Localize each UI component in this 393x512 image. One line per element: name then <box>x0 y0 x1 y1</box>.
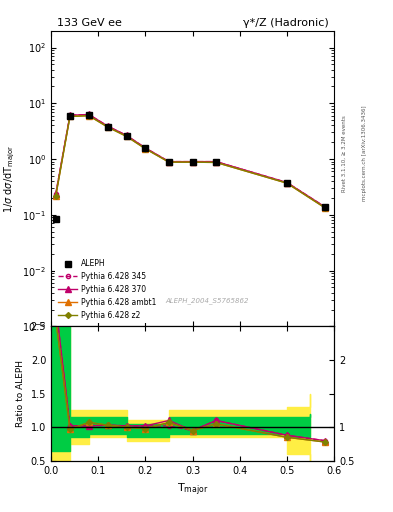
ALEPH <box>214 159 219 165</box>
Pythia 6.428 z2 <box>322 204 327 210</box>
Pythia 6.428 345 <box>105 123 110 129</box>
Text: γ*/Z (Hadronic): γ*/Z (Hadronic) <box>242 18 329 28</box>
Pythia 6.428 ambt1 <box>167 159 171 165</box>
Pythia 6.428 345 <box>143 145 148 151</box>
Pythia 6.428 345 <box>167 159 171 165</box>
Line: ALEPH: ALEPH <box>52 112 328 222</box>
ALEPH <box>322 204 327 210</box>
Pythia 6.428 370 <box>167 159 171 165</box>
ALEPH <box>68 113 72 119</box>
Line: Pythia 6.428 370: Pythia 6.428 370 <box>53 112 327 209</box>
ALEPH <box>105 124 110 130</box>
Line: Pythia 6.428 z2: Pythia 6.428 z2 <box>54 114 327 209</box>
ALEPH <box>86 112 91 118</box>
Text: ALEPH_2004_S5765862: ALEPH_2004_S5765862 <box>165 298 248 305</box>
Pythia 6.428 ambt1 <box>105 124 110 130</box>
X-axis label: T$_{\rm major}$: T$_{\rm major}$ <box>177 481 208 498</box>
ALEPH <box>167 159 171 165</box>
Pythia 6.428 ambt1 <box>86 113 91 119</box>
Pythia 6.428 345 <box>190 159 195 165</box>
Pythia 6.428 z2 <box>285 180 289 186</box>
Pythia 6.428 370 <box>105 123 110 129</box>
Pythia 6.428 370 <box>68 112 72 118</box>
Pythia 6.428 z2 <box>124 133 129 139</box>
Pythia 6.428 z2 <box>53 193 58 199</box>
Pythia 6.428 ambt1 <box>68 114 72 120</box>
Pythia 6.428 ambt1 <box>53 193 58 199</box>
Pythia 6.428 z2 <box>214 159 219 165</box>
Pythia 6.428 370 <box>322 204 327 210</box>
ALEPH <box>124 133 129 139</box>
Pythia 6.428 345 <box>53 190 58 197</box>
Pythia 6.428 370 <box>143 145 148 151</box>
Text: 133 GeV ee: 133 GeV ee <box>57 18 121 28</box>
Pythia 6.428 345 <box>86 112 91 118</box>
Text: mcplots.cern.ch [arXiv:1306.3436]: mcplots.cern.ch [arXiv:1306.3436] <box>362 106 367 201</box>
Pythia 6.428 ambt1 <box>214 159 219 165</box>
Pythia 6.428 345 <box>124 133 129 139</box>
Pythia 6.428 345 <box>68 112 72 118</box>
Line: Pythia 6.428 ambt1: Pythia 6.428 ambt1 <box>53 113 327 210</box>
ALEPH <box>143 145 148 152</box>
Pythia 6.428 345 <box>285 179 289 185</box>
Pythia 6.428 345 <box>214 159 219 165</box>
Pythia 6.428 370 <box>53 190 58 197</box>
Legend: ALEPH, Pythia 6.428 345, Pythia 6.428 370, Pythia 6.428 ambt1, Pythia 6.428 z2: ALEPH, Pythia 6.428 345, Pythia 6.428 37… <box>55 256 159 323</box>
Pythia 6.428 ambt1 <box>124 133 129 139</box>
Text: Rivet 3.1.10, ≥ 3.2M events: Rivet 3.1.10, ≥ 3.2M events <box>342 115 347 192</box>
ALEPH <box>285 179 289 185</box>
Pythia 6.428 z2 <box>190 159 195 165</box>
ALEPH <box>190 159 195 165</box>
Pythia 6.428 z2 <box>68 114 72 120</box>
Pythia 6.428 z2 <box>86 113 91 119</box>
Y-axis label: 1/$\sigma$ d$\sigma$/dT$_{\rm major}$: 1/$\sigma$ d$\sigma$/dT$_{\rm major}$ <box>2 144 17 213</box>
Pythia 6.428 ambt1 <box>285 180 289 186</box>
Pythia 6.428 345 <box>322 204 327 210</box>
Pythia 6.428 ambt1 <box>190 159 195 165</box>
ALEPH <box>53 216 58 222</box>
Pythia 6.428 ambt1 <box>322 204 327 210</box>
Pythia 6.428 370 <box>214 159 219 165</box>
Pythia 6.428 370 <box>86 112 91 118</box>
Pythia 6.428 ambt1 <box>143 146 148 152</box>
Pythia 6.428 z2 <box>167 159 171 165</box>
Y-axis label: Ratio to ALEPH: Ratio to ALEPH <box>16 360 25 427</box>
Pythia 6.428 z2 <box>143 146 148 152</box>
Pythia 6.428 z2 <box>105 124 110 130</box>
Line: Pythia 6.428 345: Pythia 6.428 345 <box>54 113 327 209</box>
Pythia 6.428 370 <box>124 133 129 139</box>
Pythia 6.428 370 <box>190 159 195 165</box>
Pythia 6.428 370 <box>285 179 289 185</box>
